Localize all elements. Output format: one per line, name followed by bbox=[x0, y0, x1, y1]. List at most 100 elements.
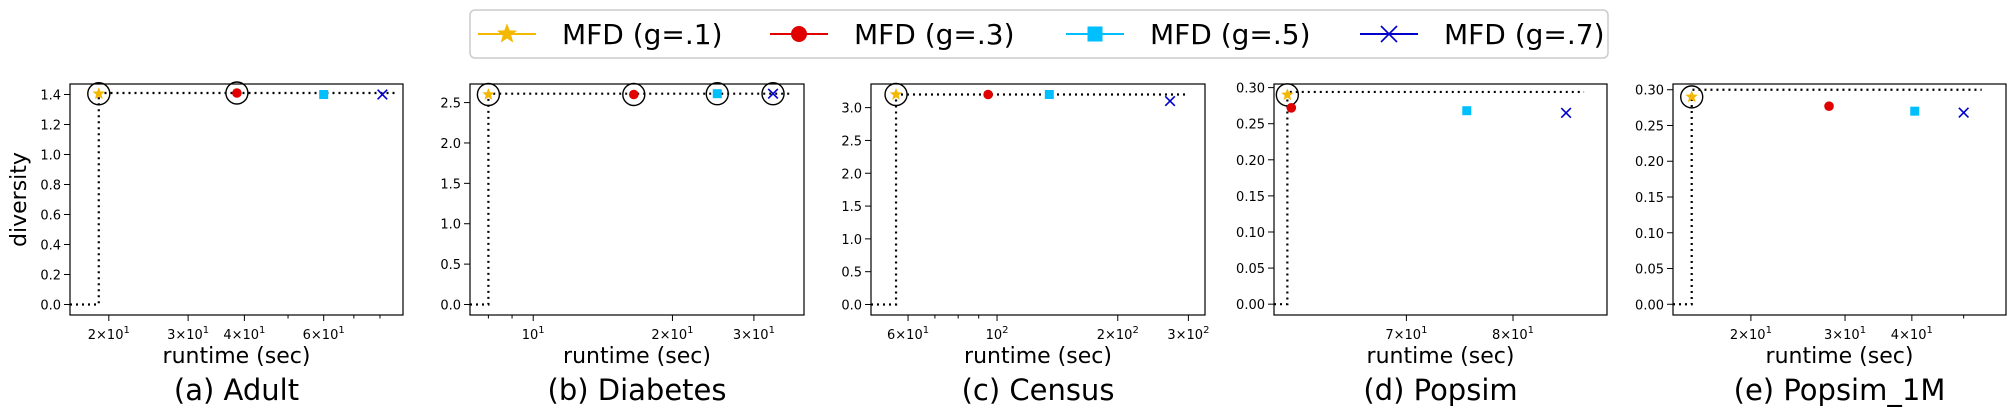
panel-frame bbox=[1273, 83, 1608, 316]
x-axis-label: runtime (sec) bbox=[1367, 344, 1515, 369]
data-point-2 bbox=[232, 88, 242, 98]
pareto-frontier-line bbox=[1673, 88, 1982, 306]
x-tick-label: 2×101 bbox=[651, 325, 693, 343]
x-tick-label-exp: 1 bbox=[1421, 325, 1427, 336]
x-tick-label: 7×101 bbox=[1385, 325, 1427, 343]
pareto-ring-2 bbox=[622, 82, 646, 107]
pareto-ring-1 bbox=[884, 82, 908, 107]
x-tick-label-exp: 1 bbox=[338, 325, 344, 336]
x-tick-label-exp: 1 bbox=[123, 325, 129, 336]
x-tick-label-base: 2×10 bbox=[651, 328, 687, 343]
pareto-ring-2 bbox=[225, 81, 249, 105]
x-tick-label-exp: 1 bbox=[538, 325, 544, 336]
x-tick-label-exp: 2 bbox=[1002, 325, 1008, 336]
y-tick-label: 0.10 bbox=[1236, 226, 1265, 241]
x-tick-label: 3×101 bbox=[1824, 325, 1866, 343]
y-tick-label: 0.0 bbox=[440, 299, 461, 314]
y-tick-label: 0.00 bbox=[1236, 298, 1265, 313]
y-tick-label: 0.6 bbox=[40, 209, 61, 224]
x-tick-label: 3×102 bbox=[1167, 325, 1209, 343]
data-point-4 bbox=[1560, 107, 1572, 119]
x-tick-label: 4×101 bbox=[1891, 325, 1933, 343]
y-tick-label: 2.0 bbox=[440, 137, 461, 152]
x-tick-label-base: 6×10 bbox=[303, 328, 339, 343]
legend-marker-2 bbox=[791, 26, 807, 42]
y-tick-label: 0.0 bbox=[841, 299, 862, 314]
y-tick-label: 0.5 bbox=[440, 258, 461, 273]
panel-5: 0.000.050.100.150.200.250.302×101 3×101 4×… bbox=[1635, 83, 2007, 407]
y-tick-label: 2.5 bbox=[440, 97, 461, 112]
legend-entry-2: MFD (g=.3) bbox=[770, 18, 1015, 51]
panel-3: 0.00.51.01.52.02.53.06×101 102 2×102 3×102r… bbox=[841, 82, 1209, 407]
pareto-frontier-line bbox=[871, 93, 1189, 306]
x-tick-label: 6×101 bbox=[887, 325, 929, 343]
y-tick-label: 0.15 bbox=[1236, 190, 1265, 205]
y-tick-label: 0.05 bbox=[1635, 263, 1664, 278]
data-point-4-stroke-b bbox=[1958, 107, 1970, 118]
pareto-ring-1 bbox=[476, 82, 501, 107]
data-point-4 bbox=[1958, 107, 1970, 118]
y-tick-label: 0.15 bbox=[1635, 191, 1664, 206]
y-tick-label: 1.2 bbox=[40, 119, 61, 134]
data-point-3 bbox=[1462, 106, 1472, 116]
x-tick-label-exp: 1 bbox=[1766, 325, 1772, 336]
y-tick-label: 1.4 bbox=[40, 89, 61, 104]
data-point-4 bbox=[377, 89, 388, 100]
y-tick-label: 1.5 bbox=[440, 177, 461, 192]
legend-label-3: MFD (g=.5) bbox=[1150, 18, 1311, 51]
legend: MFD (g=.1) MFD (g=.3) MFD (g=.5) MFD (g=.7) bbox=[469, 9, 1609, 59]
legend-marker-4 bbox=[1380, 25, 1398, 43]
y-tick-label: 1.0 bbox=[40, 149, 61, 164]
pareto-frontier-line bbox=[470, 92, 792, 306]
data-point-2 bbox=[629, 89, 639, 100]
x-tick-label-exp: 2 bbox=[1132, 325, 1138, 336]
x-tick-label-base: 3×10 bbox=[167, 328, 203, 343]
data-point-2 bbox=[1286, 103, 1297, 113]
pareto-frontier-line bbox=[1274, 90, 1585, 306]
panel-1: 0.00.20.40.60.81.01.21.42×101 3×101 4×101 6… bbox=[7, 81, 404, 407]
y-tick-label: 0.25 bbox=[1236, 118, 1265, 133]
y-tick-label: 0.25 bbox=[1635, 119, 1664, 134]
data-point-1 bbox=[889, 87, 903, 100]
x-tick-label-base: 8×10 bbox=[1492, 328, 1528, 343]
panel-4: 0.000.050.100.150.200.250.307×101 8×101ru… bbox=[1236, 82, 1608, 407]
y-tick-label: 0.00 bbox=[1635, 298, 1664, 313]
x-tick-label-base: 3×10 bbox=[1167, 328, 1203, 343]
legend-label-1: MFD (g=.1) bbox=[562, 18, 723, 51]
x-tick-label-base: 6×10 bbox=[887, 328, 923, 343]
y-tick-label: 0.05 bbox=[1236, 262, 1265, 277]
x-tick-label-base: 2×10 bbox=[88, 328, 124, 343]
y-tick-label: 0.20 bbox=[1236, 154, 1265, 169]
y-tick-label: 0.4 bbox=[40, 239, 61, 254]
pareto-ring-1 bbox=[1680, 85, 1704, 109]
panel-caption: (d) Popsim bbox=[1363, 373, 1517, 407]
x-tick-label-exp: 1 bbox=[1860, 325, 1866, 336]
x-axis-label: runtime (sec) bbox=[1766, 344, 1914, 369]
panel-caption: (c) Census bbox=[962, 373, 1115, 407]
x-axis-label: runtime (sec) bbox=[563, 344, 711, 369]
x-tick-label: 8×101 bbox=[1492, 325, 1534, 343]
pareto-ring-3 bbox=[705, 81, 729, 106]
x-tick-label: 3×101 bbox=[733, 325, 775, 343]
legend-entry-3: MFD (g=.5) bbox=[1066, 18, 1311, 51]
x-tick-label: 3×101 bbox=[167, 325, 209, 343]
y-tick-label: 0.5 bbox=[841, 266, 862, 281]
y-tick-label: 0.2 bbox=[40, 269, 61, 284]
data-point-3 bbox=[1044, 90, 1054, 99]
legend-entry-4: MFD (g=.7) bbox=[1360, 18, 1605, 51]
data-point-4 bbox=[1164, 95, 1176, 107]
x-tick-label-base: 7×10 bbox=[1385, 328, 1421, 343]
data-point-3 bbox=[319, 90, 329, 99]
x-tick-label: 2×101 bbox=[1730, 325, 1772, 343]
legend-marker-4-stroke-b bbox=[1380, 25, 1398, 43]
y-tick-label: 1.0 bbox=[440, 218, 461, 233]
y-tick-label: 1.0 bbox=[841, 233, 862, 248]
data-point-4-stroke-b bbox=[767, 88, 779, 100]
y-axis-label: diversity bbox=[7, 152, 32, 247]
y-tick-label: 0.30 bbox=[1236, 82, 1265, 97]
x-tick-label: 102 bbox=[986, 325, 1009, 343]
data-point-1 bbox=[92, 87, 106, 100]
x-tick-label-exp: 1 bbox=[769, 325, 775, 336]
x-tick-label: 4×101 bbox=[223, 325, 265, 343]
